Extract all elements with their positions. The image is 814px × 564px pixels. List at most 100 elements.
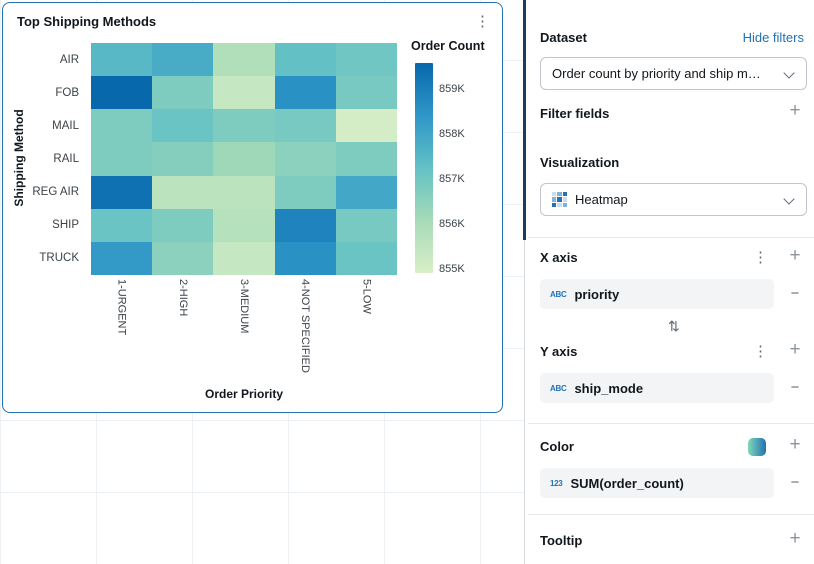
tooltip-add-button[interactable]: + xyxy=(789,528,801,549)
x-axis-remove-button[interactable]: − xyxy=(790,285,800,302)
filter-fields-label: Filter fields xyxy=(540,106,610,121)
legend-tick-labels: 859K 858K 857K 856K 855K xyxy=(439,63,489,275)
color-add-button[interactable]: + xyxy=(789,434,801,455)
hide-filters-link[interactable]: Hide filters xyxy=(742,30,804,45)
chevron-down-icon xyxy=(783,192,795,205)
chart-card[interactable]: Top Shipping Methods ⋮ Shipping Method A… xyxy=(2,2,503,413)
visualization-select-value: Heatmap xyxy=(575,192,628,207)
chart-title: Top Shipping Methods xyxy=(17,14,157,29)
y-axis-add-button[interactable]: + xyxy=(789,339,801,360)
y-tick-label: MAIL xyxy=(52,119,79,132)
x-axis-field-pill[interactable]: ABC priority xyxy=(540,279,774,309)
heatmap-cell[interactable] xyxy=(213,175,275,209)
heatmap-cell[interactable] xyxy=(213,109,275,143)
y-axis-tick-labels: AIR FOB MAIL RAIL REG AIR SHIP TRUCK xyxy=(3,43,85,275)
y-axis-field-name: ship_mode xyxy=(574,380,644,396)
y-axis-label: Y axis xyxy=(540,344,578,359)
heatmap-cell[interactable] xyxy=(274,109,336,143)
legend-tick-label: 858K xyxy=(439,128,465,140)
visualization-select[interactable]: Heatmap xyxy=(540,183,807,216)
legend-tick-label: 856K xyxy=(439,218,465,230)
x-axis-kebab-menu-icon[interactable]: ⋮ xyxy=(753,249,768,266)
x-axis-add-button[interactable]: + xyxy=(789,245,801,266)
heatmap-cell[interactable] xyxy=(152,175,214,209)
config-panel: Dataset Hide filters Order count by prio… xyxy=(528,0,814,564)
x-tick-label: 2-HIGH xyxy=(176,279,189,317)
x-tick-label: 5-LOW xyxy=(360,279,373,314)
x-axis-title: Order Priority xyxy=(204,387,284,401)
add-filter-button[interactable]: + xyxy=(789,100,801,121)
heatmap-cell[interactable] xyxy=(91,109,153,143)
legend-tick-label: 859K xyxy=(439,83,465,95)
string-type-icon: ABC xyxy=(550,289,567,299)
heatmap-cell[interactable] xyxy=(91,76,153,110)
y-tick-label: AIR xyxy=(59,53,79,66)
color-field-name: SUM(order_count) xyxy=(570,475,684,491)
heatmap-cell[interactable] xyxy=(335,76,397,110)
heatmap-cell[interactable] xyxy=(213,76,275,110)
heatmap-cell[interactable] xyxy=(335,142,397,176)
x-tick-label: 1-URGENT xyxy=(115,279,128,336)
heatmap-cell[interactable] xyxy=(213,43,275,77)
x-axis-field-name: priority xyxy=(574,286,620,302)
x-tick-label: 3-MEDIUM xyxy=(237,279,250,334)
dataset-select[interactable]: Order count by priority and ship m… xyxy=(540,57,807,90)
y-tick-label: TRUCK xyxy=(39,252,79,265)
heatmap-cell[interactable] xyxy=(152,109,214,143)
swap-axes-icon[interactable]: ⇅ xyxy=(668,318,680,334)
visualization-label: Visualization xyxy=(540,155,620,170)
heatmap-cell[interactable] xyxy=(335,241,397,275)
heatmap-cell[interactable] xyxy=(91,175,153,209)
y-axis-remove-button[interactable]: − xyxy=(790,379,800,396)
heatmap-cell[interactable] xyxy=(91,208,153,242)
color-gradient-swatch[interactable] xyxy=(748,438,766,456)
dataset-select-value: Order count by priority and ship m… xyxy=(552,66,761,81)
heatmap-cell[interactable] xyxy=(152,43,214,77)
card-kebab-menu-icon[interactable]: ⋮ xyxy=(475,13,490,30)
heatmap-cell[interactable] xyxy=(152,208,214,242)
number-type-icon: 123 xyxy=(550,478,563,488)
section-divider xyxy=(528,514,814,515)
heatmap-cell[interactable] xyxy=(213,142,275,176)
dataset-label: Dataset xyxy=(540,30,587,45)
heatmap-cell[interactable] xyxy=(91,241,153,275)
heatmap-viz-icon xyxy=(552,192,567,207)
heatmap-cell[interactable] xyxy=(213,208,275,242)
heatmap-cell[interactable] xyxy=(274,208,336,242)
heatmap-cell[interactable] xyxy=(91,142,153,176)
section-divider xyxy=(528,237,814,238)
section-divider xyxy=(528,423,814,424)
y-axis-kebab-menu-icon[interactable]: ⋮ xyxy=(753,343,768,360)
heatmap-cell[interactable] xyxy=(335,43,397,77)
heatmap-cell[interactable] xyxy=(274,43,336,77)
heatmap-cell[interactable] xyxy=(274,142,336,176)
heatmap-cell[interactable] xyxy=(91,43,153,77)
heatmap-cell[interactable] xyxy=(335,208,397,242)
heatmap-cell[interactable] xyxy=(335,175,397,209)
heatmap-cell[interactable] xyxy=(152,241,214,275)
legend-gradient-bar[interactable] xyxy=(415,63,433,273)
heatmap-cell[interactable] xyxy=(274,241,336,275)
heatmap-cell[interactable] xyxy=(335,109,397,143)
y-tick-label: FOB xyxy=(55,86,79,99)
panel-resize-handle[interactable] xyxy=(523,0,526,240)
color-field-pill[interactable]: 123 SUM(order_count) xyxy=(540,468,774,498)
color-label: Color xyxy=(540,439,574,454)
panel-divider xyxy=(524,0,525,564)
legend-title: Order Count xyxy=(411,39,485,53)
heatmap-cell[interactable] xyxy=(213,241,275,275)
tooltip-label: Tooltip xyxy=(540,533,583,548)
color-remove-button[interactable]: − xyxy=(790,474,800,491)
x-axis-tick-labels: 1-URGENT 2-HIGH 3-MEDIUM 4-NOT SPECIFIED 5-L… xyxy=(91,279,397,385)
heatmap-grid xyxy=(91,43,397,275)
heatmap-cell[interactable] xyxy=(274,175,336,209)
x-tick-label: 4-NOT SPECIFIED xyxy=(299,279,312,373)
heatmap-cell[interactable] xyxy=(152,142,214,176)
heatmap-cell[interactable] xyxy=(274,76,336,110)
y-axis-field-pill[interactable]: ABC ship_mode xyxy=(540,373,774,403)
chevron-down-icon xyxy=(783,66,795,79)
heatmap-cell[interactable] xyxy=(152,76,214,110)
y-tick-label: REG AIR xyxy=(32,186,79,199)
x-axis-label: X axis xyxy=(540,250,578,265)
y-tick-label: RAIL xyxy=(53,152,79,165)
